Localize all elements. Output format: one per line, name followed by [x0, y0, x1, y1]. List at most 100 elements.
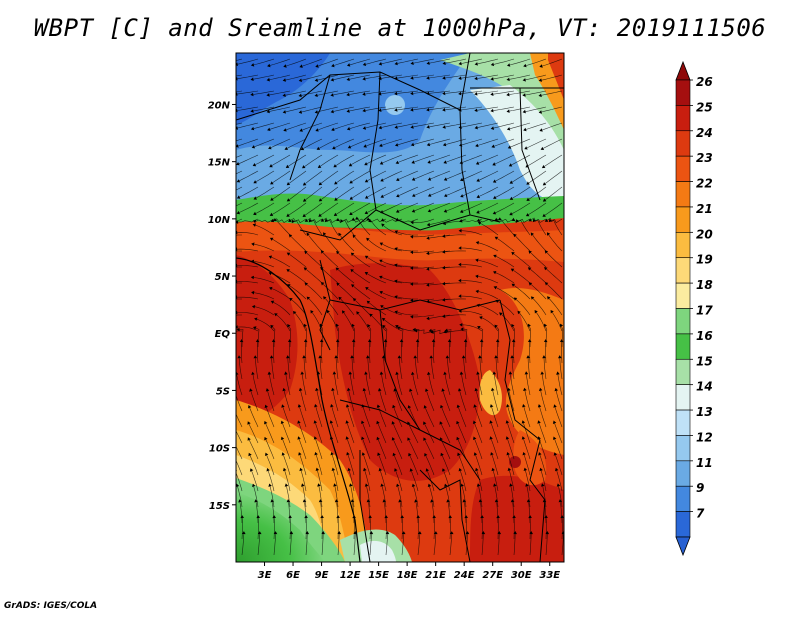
streamline: [306, 284, 323, 300]
streamline: [333, 122, 355, 130]
lon-tick-label: 18E: [397, 570, 418, 581]
streamline-arrow: [253, 211, 257, 216]
streamline-arrow: [231, 437, 234, 441]
streamline: [378, 407, 387, 428]
streamline-arrow: [282, 110, 286, 114]
streamline-arrow: [492, 371, 497, 375]
streamline-arrow: [509, 196, 514, 200]
lon-tick-label: 33E: [539, 570, 560, 581]
streamline: [236, 106, 243, 109]
streamline: [555, 390, 563, 412]
colorbar-label: 17: [696, 304, 713, 318]
streamline-arrow: [459, 209, 464, 213]
streamline: [534, 219, 547, 236]
colorbar-label: 18: [696, 278, 713, 292]
streamline-arrow: [320, 250, 325, 254]
streamline: [478, 276, 499, 284]
streamline: [266, 455, 275, 476]
streamline: [530, 217, 547, 224]
streamline-arrow: [273, 218, 277, 222]
streamline: [273, 218, 291, 223]
streamline: [300, 470, 307, 492]
lon-tick-label: 30E: [511, 570, 532, 581]
streamline-arrow: [476, 210, 480, 214]
streamline-arrow: [538, 110, 542, 114]
streamline: [413, 74, 435, 79]
streamline-arrow: [378, 388, 382, 392]
streamline-arrow: [541, 483, 545, 487]
streamline: [333, 90, 355, 96]
streamline: [307, 217, 323, 224]
streamline-arrow: [265, 452, 269, 456]
streamline-arrow: [411, 160, 415, 164]
streamline: [334, 486, 339, 508]
streamline: [461, 90, 483, 94]
streamline-arrow: [508, 371, 513, 375]
streamline: [478, 242, 499, 252]
streamline-arrow: [363, 144, 367, 148]
streamline: [441, 407, 451, 428]
streamline-arrow: [476, 178, 480, 182]
streamline: [382, 243, 403, 252]
streamline-arrow: [506, 109, 510, 113]
streamline-arrow: [539, 128, 543, 132]
streamline-arrow: [442, 91, 446, 96]
streamline: [544, 154, 563, 167]
streamline-arrow: [411, 371, 415, 375]
streamline: [336, 186, 355, 200]
streamline-arrow: [394, 125, 398, 129]
streamline-arrow: [348, 163, 353, 167]
streamline-arrow: [496, 515, 500, 519]
streamline-arrow: [364, 210, 369, 215]
streamline: [446, 202, 467, 212]
streamline-arrow: [409, 388, 413, 392]
streamline: [321, 326, 324, 348]
streamline: [554, 439, 563, 460]
streamline: [433, 341, 435, 364]
streamline-arrow: [337, 531, 341, 535]
streamline: [383, 502, 387, 524]
streamline-arrow: [264, 436, 268, 441]
streamline-arrow: [232, 453, 235, 457]
streamline: [315, 406, 323, 428]
streamline-arrow: [303, 339, 308, 343]
streamline-arrow: [352, 234, 356, 238]
streamline-arrow: [251, 242, 255, 246]
streamline-arrow: [254, 317, 258, 321]
streamline: [428, 374, 435, 396]
streamline-arrow: [458, 262, 462, 267]
streamline: [481, 533, 484, 556]
streamline-arrow: [347, 467, 351, 472]
streamline: [408, 439, 419, 460]
streamline: [494, 138, 515, 147]
streamline: [424, 424, 435, 444]
streamline: [305, 269, 323, 284]
streamline-arrow: [510, 499, 515, 503]
streamline-arrow: [367, 324, 371, 328]
streamline-arrow: [333, 212, 338, 216]
streamline: [478, 259, 499, 268]
streamline-arrow: [426, 76, 430, 80]
streamline-arrow: [333, 483, 337, 487]
streamline-arrow: [242, 531, 246, 535]
streamline-arrow: [342, 310, 346, 314]
streamline: [237, 58, 259, 65]
streamline: [441, 439, 451, 460]
streamline-arrow: [282, 387, 286, 392]
streamline-arrow: [528, 282, 533, 286]
streamline-arrow: [529, 531, 533, 535]
colorbar-label: 12: [696, 430, 713, 444]
streamline-arrow: [268, 146, 272, 150]
streamline-arrow: [543, 323, 548, 327]
streamline: [320, 154, 339, 167]
colorbar-label: 25: [696, 100, 713, 114]
streamline: [269, 58, 291, 66]
streamline: [493, 106, 515, 111]
streamline-arrow: [231, 422, 234, 425]
streamline: [509, 122, 531, 130]
streamline-arrow: [456, 436, 460, 441]
streamline-arrow: [351, 284, 355, 288]
streamline-arrow: [299, 64, 303, 68]
streamline: [493, 74, 515, 80]
streamline: [333, 470, 339, 492]
